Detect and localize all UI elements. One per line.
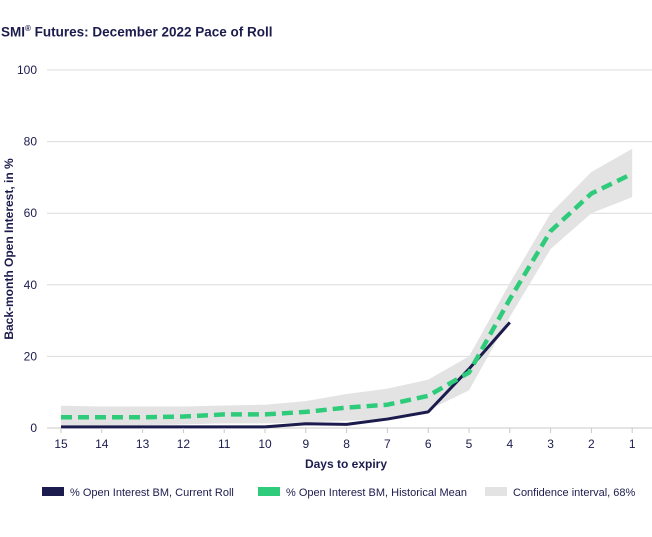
y-axis-title: Back-month Open Interest, in % <box>2 158 16 340</box>
x-tick-14: 14 <box>95 437 109 451</box>
legend-confidence-interval-swatch <box>485 487 507 496</box>
legend-current-roll-swatch <box>42 487 64 496</box>
x-tick-labels: 15 14 13 12 11 10 9 8 7 6 5 4 3 2 1 <box>54 428 636 451</box>
x-tick-5: 5 <box>466 437 473 451</box>
series-historical-mean-line <box>61 171 634 420</box>
x-tick-9: 9 <box>302 437 309 451</box>
legend-current-roll-label: % Open Interest BM, Current Roll <box>70 487 234 499</box>
legend-historical-mean-label: % Open Interest BM, Historical Mean <box>286 487 467 499</box>
series-lines <box>61 171 634 429</box>
chart-title: SMI® Futures: December 2022 Pace of Roll <box>1 24 273 40</box>
x-tick-13: 13 <box>136 437 150 451</box>
legend-current-roll: % Open Interest BM, Current Roll <box>42 487 234 499</box>
x-tick-3: 3 <box>547 437 554 451</box>
x-tick-15: 15 <box>54 437 68 451</box>
y-tick-20: 20 <box>24 349 38 363</box>
x-tick-8: 8 <box>343 437 350 451</box>
y-tick-80: 80 <box>24 135 38 149</box>
chart-title-main: SMI <box>1 24 26 40</box>
legend: % Open Interest BM, Current Roll % Open I… <box>42 487 636 499</box>
legend-historical-mean: % Open Interest BM, Historical Mean <box>258 487 467 499</box>
series-current-roll-line <box>61 321 511 429</box>
y-tick-labels: 0 20 40 60 80 100 <box>17 63 37 435</box>
x-tick-7: 7 <box>384 437 391 451</box>
x-axis-title: Days to expiry <box>305 457 387 471</box>
legend-historical-mean-swatch <box>258 487 280 496</box>
x-tick-12: 12 <box>177 437 191 451</box>
legend-confidence-interval-label: Confidence interval, 68% <box>513 487 636 499</box>
x-tick-1: 1 <box>629 437 636 451</box>
gridlines <box>47 69 652 429</box>
x-tick-2: 2 <box>588 437 595 451</box>
y-tick-100: 100 <box>17 63 37 77</box>
y-tick-40: 40 <box>24 278 38 292</box>
y-tick-60: 60 <box>24 206 38 220</box>
x-tick-4: 4 <box>506 437 513 451</box>
chart-title-rest: Futures: December 2022 Pace of Roll <box>30 24 273 40</box>
x-tick-6: 6 <box>425 437 432 451</box>
registered-mark: ® <box>25 24 31 33</box>
y-tick-0: 0 <box>30 421 37 435</box>
confidence-band <box>61 148 633 426</box>
x-tick-11: 11 <box>218 437 231 451</box>
confidence-band-layer <box>61 148 633 426</box>
x-tick-10: 10 <box>258 437 272 451</box>
legend-confidence-interval: Confidence interval, 68% <box>485 487 636 499</box>
